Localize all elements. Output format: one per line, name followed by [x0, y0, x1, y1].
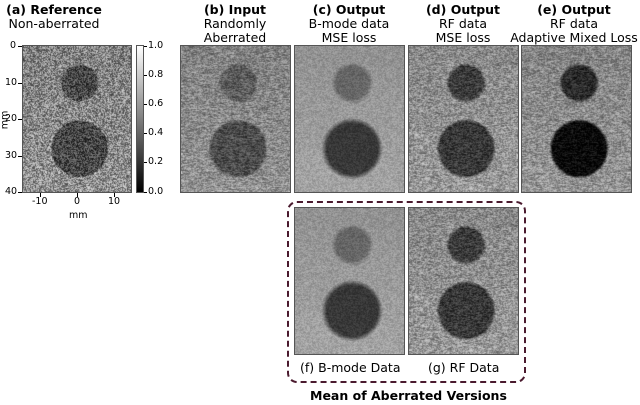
title-b-sub2: Aberrated	[203, 30, 267, 45]
title-b-sub: Randomly	[203, 16, 267, 31]
y-tick-40: 40	[5, 186, 18, 197]
panel-e-image	[521, 45, 632, 193]
input-image	[181, 46, 290, 192]
caption-g: (g) RF Data	[428, 360, 500, 375]
mean-bmode-image	[295, 208, 404, 354]
title-b-tag: (b) Input	[203, 2, 267, 17]
title-c: (c) Output B-mode data MSE loss	[293, 3, 405, 45]
caption-f: (f) B-mode Data	[300, 360, 401, 375]
title-e-sub: RF data	[549, 16, 598, 31]
mean-frame	[287, 201, 526, 383]
title-e-tag: (e) Output	[537, 2, 611, 17]
title-b: (b) Input Randomly Aberrated	[180, 3, 290, 45]
reference-image	[23, 46, 131, 192]
title-a: (a) Reference Non-aberrated	[0, 3, 108, 31]
y-tick-20: 20	[5, 113, 18, 124]
title-c-sub2: MSE loss	[321, 30, 377, 45]
y-axis-label: mm	[0, 110, 11, 130]
bmode-output-image	[295, 46, 404, 192]
title-a-sub: Non-aberrated	[8, 16, 100, 31]
cbar-tick-0.8: 0.8	[148, 69, 164, 80]
x-tick-0: 0	[74, 196, 81, 207]
y-tick-10: 10	[5, 77, 18, 88]
colorbar-gradient	[136, 45, 144, 193]
title-d-sub2: MSE loss	[435, 30, 491, 45]
cbar-tick-0.0: 0.0	[148, 186, 164, 197]
mean-rf-image	[409, 208, 518, 354]
panel-d-image	[408, 45, 519, 193]
panel-f-image	[294, 207, 405, 355]
y-tick-0: 0	[10, 40, 17, 51]
cbar-tick-0.6: 0.6	[148, 98, 164, 109]
panel-g-image	[408, 207, 519, 355]
cbar-tick-0.4: 0.4	[148, 127, 164, 138]
cbar-tick-0.2: 0.2	[148, 156, 164, 167]
title-c-sub: B-mode data	[308, 16, 390, 31]
cbar-tick-1.0: 1.0	[148, 40, 164, 51]
title-e-sub2: Adaptive Mixed Loss	[510, 30, 638, 45]
title-c-tag: (c) Output	[312, 2, 386, 17]
title-d-sub: RF data	[438, 16, 487, 31]
rf-output-image	[409, 46, 518, 192]
adaptive-output-image	[522, 46, 631, 192]
title-a-tag: (a) Reference	[6, 2, 102, 17]
panel-a-image	[22, 45, 132, 193]
x-axis-label: mm	[69, 210, 88, 221]
panel-c-image	[294, 45, 405, 193]
title-e: (e) Output RF data Adaptive Mixed Loss	[508, 3, 640, 45]
x-tick-10: 10	[108, 196, 121, 207]
panel-b-image	[180, 45, 291, 193]
title-d-tag: (d) Output	[425, 2, 501, 17]
y-tick-30: 30	[5, 150, 18, 161]
mean-label: Mean of Aberrated Versions	[310, 388, 507, 403]
title-d: (d) Output RF data MSE loss	[407, 3, 519, 45]
x-tick-neg10: -10	[32, 196, 48, 207]
